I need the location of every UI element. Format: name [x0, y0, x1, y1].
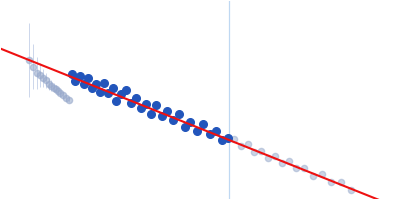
Point [77, 75, 84, 78]
Point [272, 155, 278, 158]
Point [110, 87, 116, 90]
Point [164, 109, 171, 112]
Point [153, 103, 159, 106]
Point [194, 129, 200, 132]
Point [182, 125, 188, 128]
Point [176, 113, 182, 116]
Point [258, 150, 264, 153]
Point [142, 103, 149, 106]
Point [113, 99, 120, 102]
Point [200, 123, 206, 126]
Point [279, 161, 285, 164]
Point [96, 91, 103, 94]
Point [148, 112, 154, 115]
Point [118, 92, 125, 95]
Point [251, 151, 258, 154]
Point [128, 101, 134, 105]
Point [72, 79, 79, 82]
Point [328, 181, 334, 184]
Point [231, 138, 238, 141]
Point [238, 145, 244, 148]
Point [92, 83, 99, 86]
Point [123, 89, 130, 92]
Point [265, 157, 272, 160]
Point [101, 81, 107, 85]
Point [338, 181, 344, 184]
Point [245, 143, 251, 146]
Point [348, 188, 354, 192]
Point [89, 86, 95, 90]
Point [224, 136, 231, 139]
Point [187, 120, 194, 123]
Point [85, 76, 91, 80]
Point [170, 118, 176, 122]
Point [301, 166, 308, 169]
Point [213, 129, 219, 132]
Point [310, 174, 316, 177]
Point [293, 166, 299, 169]
Point [158, 114, 165, 117]
Point [286, 159, 292, 163]
Point [105, 91, 111, 95]
Point [219, 138, 226, 142]
Point [81, 82, 88, 85]
Point [68, 72, 75, 75]
Point [319, 173, 325, 176]
Point [137, 106, 144, 110]
Point [132, 97, 139, 100]
Point [206, 133, 213, 136]
